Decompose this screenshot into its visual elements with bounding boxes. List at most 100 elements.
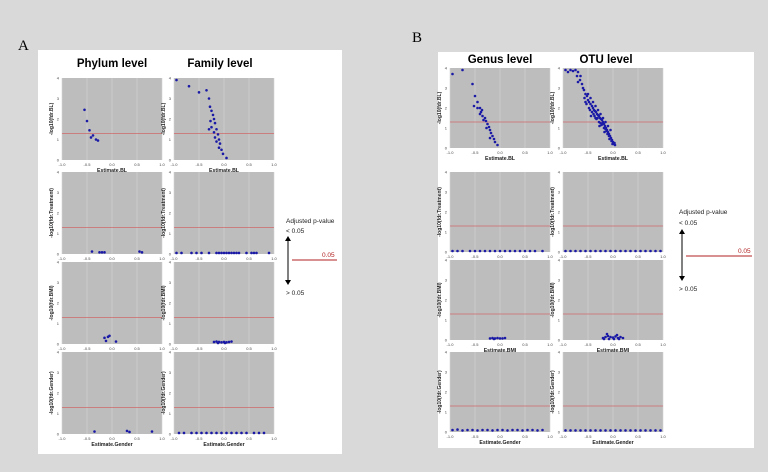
- x-tick-label: 0.5: [635, 434, 641, 439]
- x-axis-label: Estimate.Gender: [203, 442, 244, 448]
- data-point: [498, 249, 502, 253]
- x-tick-label: 0.5: [522, 150, 528, 155]
- y-axis-label: -log10(fdr.Treatment): [437, 187, 443, 237]
- x-tick-label: -0.5: [472, 150, 480, 155]
- data-point: [235, 431, 238, 435]
- data-point: [210, 431, 213, 435]
- y-tick-label: 3: [57, 280, 60, 285]
- x-axis-label: Estimate.BL: [97, 168, 128, 174]
- data-point: [245, 251, 248, 255]
- data-point: [603, 124, 607, 128]
- data-point: [190, 251, 193, 255]
- x-tick-label: -1.0: [171, 346, 179, 351]
- data-point: [610, 139, 613, 143]
- x-tick-label: -1.0: [560, 150, 568, 155]
- panel-letter-a: A: [18, 38, 29, 54]
- x-tick-label: 1.0: [159, 346, 165, 351]
- data-point: [491, 134, 494, 138]
- data-point: [98, 251, 101, 254]
- data-point: [533, 249, 537, 253]
- data-point: [659, 429, 662, 432]
- data-point: [216, 341, 220, 345]
- y-tick-label: 2: [169, 391, 172, 396]
- x-tick-label: 0.0: [109, 346, 115, 351]
- x-tick-label: -1.0: [171, 256, 179, 261]
- data-point: [483, 116, 487, 120]
- data-point: [195, 431, 198, 435]
- x-axis-label: Estimate.BMI: [597, 348, 630, 354]
- x-axis-label: Estimate.BMI: [484, 348, 517, 354]
- data-point: [639, 429, 642, 432]
- x-tick-label: 1.0: [271, 256, 277, 261]
- data-point: [619, 335, 622, 339]
- data-point: [576, 80, 580, 84]
- data-point: [585, 94, 589, 98]
- data-point: [476, 429, 479, 432]
- y-tick-label: 4: [57, 260, 60, 265]
- y-tick-label: 4: [169, 260, 172, 265]
- data-point: [601, 120, 605, 124]
- y-tick-label: 3: [445, 370, 448, 375]
- data-point: [473, 249, 477, 253]
- x-tick-label: -0.5: [472, 434, 480, 439]
- data-point: [589, 249, 592, 253]
- x-axis-label: Estimate.BL: [485, 156, 516, 162]
- x-tick-label: 1.0: [271, 346, 277, 351]
- x-tick-label: 0.5: [522, 434, 528, 439]
- data-point: [257, 431, 261, 435]
- y-axis-label: -log10(fdr.BL): [437, 91, 443, 124]
- data-point: [629, 429, 632, 432]
- data-point: [267, 251, 271, 255]
- x-tick-label: -1.0: [560, 254, 568, 259]
- data-point: [232, 251, 236, 255]
- data-point: [83, 108, 86, 112]
- data-point: [654, 249, 657, 253]
- y-axis-label: -log10(fdr.Treatment): [49, 188, 55, 238]
- x-tick-label: 0.0: [497, 254, 503, 259]
- data-point: [89, 136, 93, 139]
- data-point: [606, 334, 610, 338]
- y-tick-label: 1: [558, 410, 561, 415]
- x-tick-label: 0.5: [134, 256, 140, 261]
- y-tick-label: 1: [169, 231, 172, 236]
- data-point: [576, 70, 580, 74]
- x-tick-label: 1.0: [547, 342, 553, 347]
- y-tick-label: 0: [558, 250, 561, 255]
- data-point: [478, 106, 482, 110]
- data-point: [584, 100, 587, 104]
- data-point: [506, 429, 509, 432]
- y-axis-label: -log10(fdr.Gender): [161, 371, 167, 415]
- x-tick-label: 1.0: [660, 150, 666, 155]
- data-point: [503, 249, 507, 253]
- data-point: [591, 106, 595, 110]
- x-tick-label: -1.0: [171, 162, 179, 167]
- data-point: [607, 134, 611, 138]
- data-point: [587, 106, 591, 110]
- x-axis-label: Estimate.BL: [598, 156, 629, 162]
- scatter-b-otu-level-estimate-treatment: -1.0-0.50.00.51.001234Estimate.Treatment…: [550, 170, 667, 267]
- data-point: [207, 251, 211, 255]
- data-point: [501, 428, 504, 432]
- y-tick-label: 3: [558, 370, 561, 375]
- data-point: [582, 88, 586, 92]
- x-tick-label: 0.0: [497, 150, 503, 155]
- y-axis-label: -log10(fdr.BMI): [161, 285, 167, 320]
- x-tick-label: 0.0: [610, 150, 616, 155]
- data-point: [569, 249, 572, 253]
- y-tick-label: 4: [169, 350, 172, 355]
- y-axis-label: -log10(fdr.BMI): [49, 285, 55, 320]
- data-point: [209, 119, 212, 123]
- x-tick-label: -1.0: [447, 342, 455, 347]
- data-point: [605, 332, 609, 336]
- y-tick-label: 2: [57, 301, 60, 306]
- data-point: [619, 249, 622, 253]
- data-point: [615, 333, 619, 337]
- data-point: [227, 251, 231, 255]
- data-point: [496, 143, 499, 147]
- y-tick-label: 3: [445, 86, 448, 91]
- x-tick-label: -1.0: [447, 434, 455, 439]
- data-point: [466, 428, 469, 432]
- x-tick-label: 1.0: [159, 436, 165, 441]
- data-point: [591, 100, 595, 104]
